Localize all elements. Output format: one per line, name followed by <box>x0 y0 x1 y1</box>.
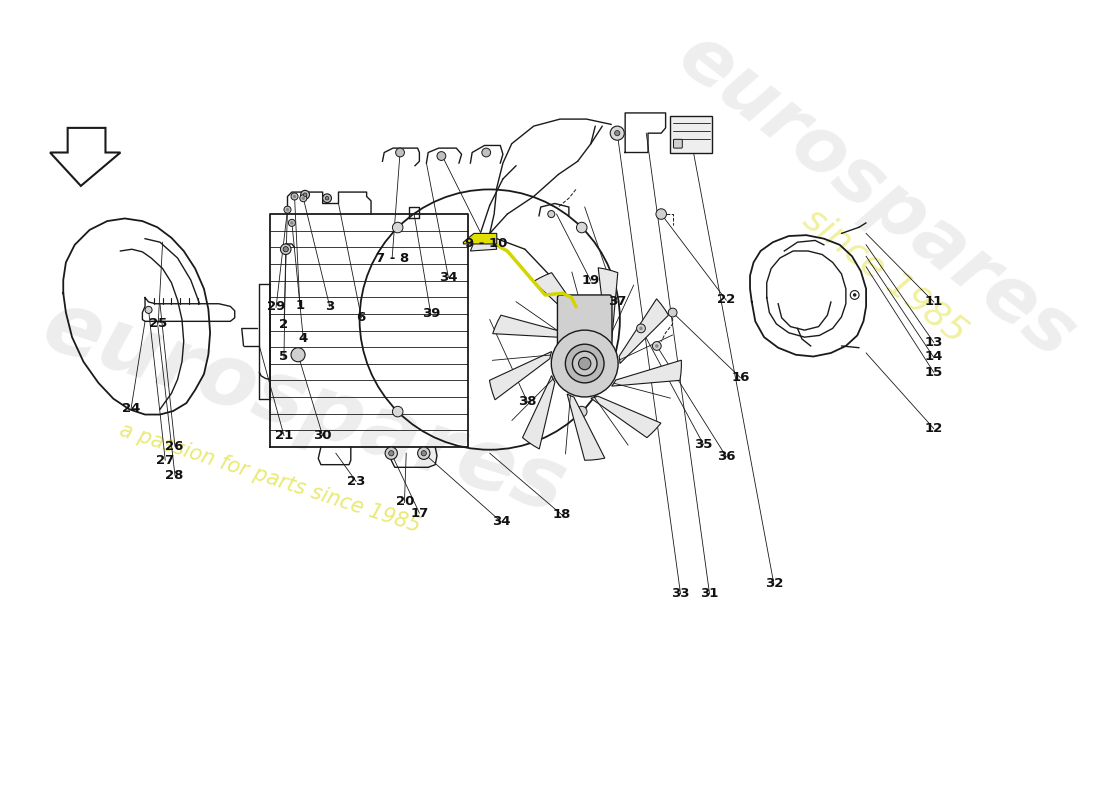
Circle shape <box>283 246 288 252</box>
Circle shape <box>286 208 289 211</box>
Text: 32: 32 <box>764 577 783 590</box>
Text: 20: 20 <box>396 495 414 508</box>
Text: a passion for parts since 1985: a passion for parts since 1985 <box>117 420 422 536</box>
Circle shape <box>418 447 430 459</box>
Text: 9 - 10: 9 - 10 <box>465 237 507 250</box>
Circle shape <box>145 306 152 314</box>
Circle shape <box>579 358 591 370</box>
Circle shape <box>610 126 625 140</box>
Text: 30: 30 <box>314 429 332 442</box>
Polygon shape <box>619 299 669 363</box>
Text: 12: 12 <box>925 422 943 435</box>
Polygon shape <box>534 273 591 329</box>
Text: 35: 35 <box>694 438 713 450</box>
Text: since 1985: since 1985 <box>798 202 974 350</box>
Text: 38: 38 <box>518 395 537 408</box>
Text: 34: 34 <box>439 271 458 284</box>
Circle shape <box>639 326 642 330</box>
FancyBboxPatch shape <box>673 139 682 148</box>
Text: 21: 21 <box>275 429 293 442</box>
Circle shape <box>388 450 394 456</box>
Text: 34: 34 <box>492 515 510 528</box>
Circle shape <box>300 194 307 202</box>
Text: 18: 18 <box>552 508 571 521</box>
Circle shape <box>292 193 298 200</box>
Text: 16: 16 <box>732 370 749 384</box>
Circle shape <box>572 351 597 376</box>
Circle shape <box>280 244 292 254</box>
Text: 5: 5 <box>279 350 288 363</box>
Text: 39: 39 <box>421 307 440 321</box>
Text: 13: 13 <box>925 335 943 349</box>
Text: 1: 1 <box>296 299 305 312</box>
Text: 31: 31 <box>701 587 718 601</box>
Circle shape <box>551 330 618 397</box>
Text: 14: 14 <box>925 350 943 363</box>
Circle shape <box>322 194 331 202</box>
Circle shape <box>301 197 305 200</box>
Circle shape <box>326 197 329 200</box>
Circle shape <box>652 342 661 350</box>
Circle shape <box>637 324 646 333</box>
Circle shape <box>293 194 296 198</box>
Text: 36: 36 <box>716 450 735 463</box>
Text: 25: 25 <box>148 317 167 330</box>
Text: 7 - 8: 7 - 8 <box>375 252 409 265</box>
Circle shape <box>437 152 446 161</box>
Text: 22: 22 <box>717 294 735 306</box>
Circle shape <box>300 190 309 199</box>
Circle shape <box>284 206 292 213</box>
Text: 23: 23 <box>348 475 365 488</box>
Text: 4: 4 <box>298 332 308 345</box>
Polygon shape <box>522 375 554 449</box>
Circle shape <box>576 406 587 417</box>
Circle shape <box>656 209 667 219</box>
Circle shape <box>393 222 403 233</box>
Circle shape <box>292 348 305 362</box>
Circle shape <box>668 308 676 317</box>
Circle shape <box>393 406 403 417</box>
Text: 11: 11 <box>925 295 943 309</box>
Text: 2: 2 <box>279 318 288 331</box>
Text: 28: 28 <box>165 469 184 482</box>
Text: 15: 15 <box>925 366 943 379</box>
Circle shape <box>288 219 296 226</box>
FancyBboxPatch shape <box>670 115 712 153</box>
Circle shape <box>304 193 307 197</box>
Circle shape <box>656 344 659 348</box>
Polygon shape <box>471 241 497 251</box>
Text: 3: 3 <box>324 300 334 313</box>
Text: eurospares: eurospares <box>663 18 1090 374</box>
Circle shape <box>852 293 857 297</box>
Polygon shape <box>463 234 497 244</box>
Text: 24: 24 <box>122 402 140 415</box>
Polygon shape <box>612 360 681 386</box>
Text: 17: 17 <box>410 506 428 519</box>
Text: 27: 27 <box>156 454 174 466</box>
Polygon shape <box>490 351 552 400</box>
Text: 33: 33 <box>671 587 690 601</box>
Circle shape <box>576 222 587 233</box>
Text: eurospares: eurospares <box>33 284 576 531</box>
Circle shape <box>615 130 620 136</box>
Circle shape <box>482 148 491 157</box>
Text: 6: 6 <box>356 311 366 324</box>
Polygon shape <box>568 394 605 460</box>
Polygon shape <box>598 268 618 341</box>
Text: 19: 19 <box>581 274 600 287</box>
FancyBboxPatch shape <box>558 295 612 349</box>
Polygon shape <box>493 315 568 338</box>
Circle shape <box>421 450 427 456</box>
Circle shape <box>385 447 397 459</box>
Text: 26: 26 <box>165 440 184 453</box>
Circle shape <box>396 148 405 157</box>
Text: 29: 29 <box>267 301 285 314</box>
Polygon shape <box>591 396 661 438</box>
Text: 37: 37 <box>608 295 627 309</box>
Circle shape <box>290 221 294 225</box>
Circle shape <box>548 210 554 218</box>
Circle shape <box>565 344 604 383</box>
Polygon shape <box>51 128 120 186</box>
